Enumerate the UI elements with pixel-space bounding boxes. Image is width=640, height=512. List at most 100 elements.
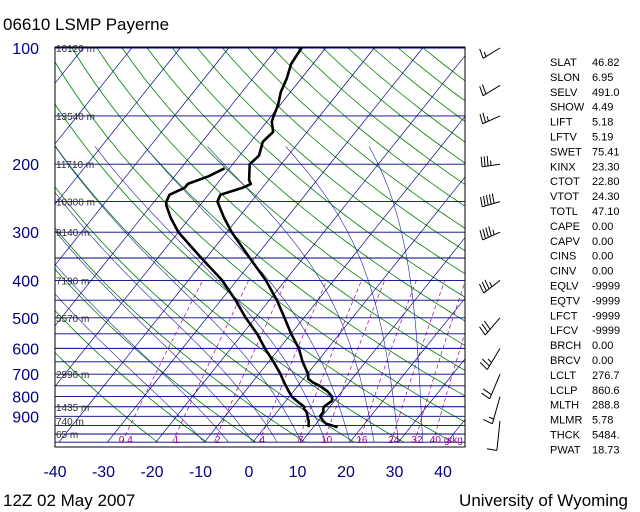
- wind-barb: [480, 193, 501, 208]
- mixing-ratio-line: [414, 281, 465, 443]
- moist-adiabat: [285, 146, 399, 443]
- index-value-totl: 47.10: [592, 206, 620, 218]
- index-name-thck: THCK: [550, 430, 581, 442]
- isotherm: [204, 115, 465, 443]
- barb-feather: [481, 323, 489, 333]
- dry-adiabat: [96, 47, 465, 371]
- wind-barb: [479, 279, 501, 294]
- height-label: 9140 m: [56, 228, 89, 239]
- temperature-tick-label: 20: [337, 464, 355, 481]
- barb-feather: [482, 196, 486, 207]
- barb-feather: [482, 112, 486, 123]
- moist-adiabat: [55, 263, 229, 443]
- dry-adiabat: [71, 47, 465, 397]
- wind-barb: [479, 84, 501, 97]
- wind-barb: [486, 420, 501, 451]
- index-value-cape: 0.00: [592, 221, 613, 233]
- mixing-ratio-label: 1: [174, 435, 180, 446]
- isotherm: [301, 237, 465, 443]
- barb-feather: [480, 196, 483, 207]
- barb-half-feather: [488, 416, 494, 420]
- dry-adiabat: [55, 268, 257, 443]
- isotherm: [55, 47, 326, 387]
- moist-adiabat: [144, 146, 351, 443]
- index-name-lfct: LFCT: [550, 310, 578, 322]
- dry-adiabat: [121, 47, 465, 346]
- wind-barb: [481, 374, 501, 400]
- isotherm: [55, 47, 132, 145]
- temperature-tick-label: -10: [189, 464, 212, 481]
- barb-feather: [479, 48, 484, 59]
- index-name-eqtv: EQTV: [550, 295, 581, 307]
- barb-feather: [479, 362, 488, 370]
- valid-time: 12Z 02 May 2007: [3, 491, 135, 510]
- dry-adiabat: [55, 103, 453, 443]
- chart-title: 06610 LSMP Payerne: [3, 15, 169, 34]
- isotherm: [107, 47, 423, 443]
- barb-feather: [485, 227, 489, 238]
- dry-adiabat: [222, 47, 465, 252]
- index-value-lclt: 276.7: [592, 370, 620, 382]
- sounding-profiles: [164, 47, 338, 429]
- wind-barb: [479, 112, 501, 125]
- mixing-ratio-line: [323, 280, 385, 443]
- barb-feather: [481, 358, 490, 367]
- barb-feather: [482, 388, 492, 396]
- height-label: 5570 m: [56, 314, 89, 325]
- index-value-swet: 75.41: [592, 146, 620, 158]
- index-value-lift: 5.18: [592, 117, 613, 129]
- mixing-ratio-label: 4: [260, 435, 266, 446]
- dry-adiabat: [55, 144, 404, 443]
- height-label: 11710 m: [56, 160, 94, 171]
- index-value-eqlv: -9999: [592, 281, 620, 293]
- index-value-brch: 0.00: [592, 340, 613, 352]
- barb-half-feather: [492, 229, 495, 235]
- index-value-lfct: -9999: [592, 310, 620, 322]
- dry-adiabat: [171, 47, 465, 298]
- index-name-lclt: LCLT: [550, 370, 576, 382]
- index-value-show: 4.49: [592, 102, 613, 114]
- moist-adiabat: [94, 146, 326, 443]
- index-name-cape: CAPE: [550, 221, 580, 233]
- index-name-lift: LIFT: [550, 117, 573, 129]
- mixing-ratio-line: [172, 280, 250, 443]
- mixing-ratio-labels: 0.4 1 2 4 7 10 16 24 32 40 g/kg: [119, 435, 463, 446]
- isotherm: [55, 47, 278, 327]
- barb-feather: [479, 113, 484, 124]
- index-name-kinx: KINX: [550, 161, 576, 173]
- height-label: 2996 m: [56, 370, 89, 381]
- mixing-ratio-line: [432, 331, 465, 443]
- index-value-brcv: 0.00: [592, 355, 613, 367]
- index-name-mlmr: MLMR: [550, 415, 582, 427]
- moist-adiabat: [55, 146, 302, 443]
- barb-feather: [483, 156, 486, 167]
- temperature-line: [216, 47, 338, 429]
- index-name-vtot: VTOT: [550, 191, 579, 203]
- index-value-lfcv: -9999: [592, 325, 620, 337]
- barb-half-feather: [487, 358, 492, 363]
- mixing-ratio-line: [297, 280, 362, 443]
- index-value-cins: 0.00: [592, 251, 613, 263]
- mixing-ratio-label: 0.4: [119, 435, 133, 446]
- temperature-tick-label: -40: [43, 464, 66, 481]
- mixing-ratio-line: [121, 280, 204, 443]
- dry-adiabat: [55, 351, 158, 443]
- temperature-tick-label: 30: [386, 464, 404, 481]
- dry-adiabat: [55, 227, 306, 443]
- height-label: 7190 m: [56, 276, 89, 287]
- pressure-tick-label: 900: [12, 409, 39, 426]
- moist-adiabat: [55, 191, 278, 443]
- index-name-cinv: CINV: [550, 266, 577, 278]
- moist-adiabat: [207, 146, 375, 443]
- wind-barb: [479, 317, 501, 336]
- index-name-show: SHOW: [550, 102, 585, 114]
- barb-feather: [483, 419, 493, 425]
- height-label: 16120 m: [56, 44, 95, 55]
- temperature-tick-label: 10: [289, 464, 307, 481]
- wind-barbs: [479, 47, 501, 451]
- index-value-cinv: 0.00: [592, 266, 613, 278]
- index-value-capv: 0.00: [592, 236, 613, 248]
- height-label: 65 m: [56, 430, 78, 441]
- isotherm: [55, 47, 181, 206]
